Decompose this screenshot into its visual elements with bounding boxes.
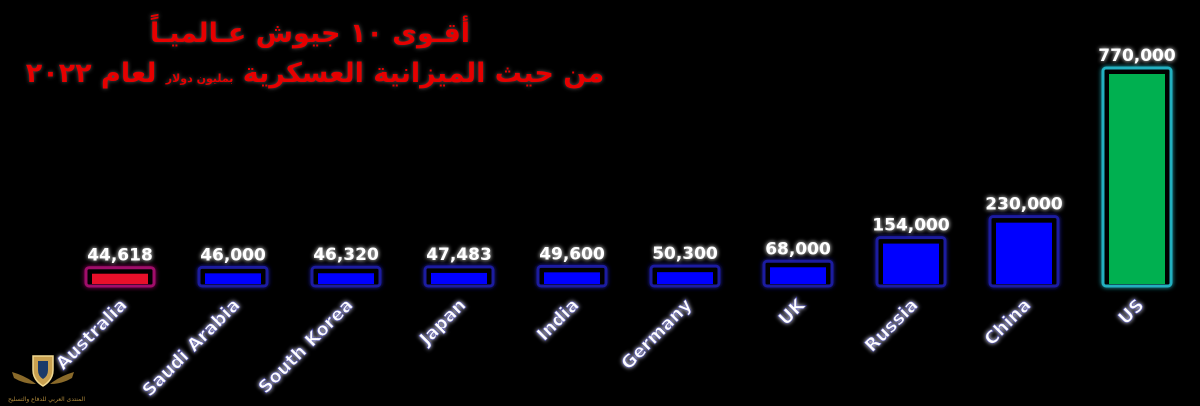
bar-india (544, 272, 600, 284)
logo-caption: المنتدى العربي للدفاع والتسليح (8, 396, 85, 403)
value-label-us: 770,000 (1098, 46, 1176, 66)
shield-wings-logo (12, 355, 74, 387)
category-labels-group: Australia Saudi Arabia South Korea Japan Ind… (52, 294, 1149, 402)
chart-unit: بمليون دولار (165, 72, 234, 85)
value-label-china: 230,000 (985, 195, 1063, 215)
bar-germany (657, 272, 713, 284)
value-label-australia: 44,618 (87, 246, 153, 266)
category-label-japan: Japan (414, 295, 470, 351)
value-label-india: 49,600 (539, 244, 605, 264)
bar-russia (883, 243, 939, 284)
category-label-germany: Germany (617, 294, 697, 374)
bar-us (1109, 74, 1165, 284)
chart-subtitle: من حيث الميزانية العسكرية (242, 58, 605, 89)
category-label-china: China (980, 295, 1035, 350)
category-label-russia: Russia (861, 295, 923, 357)
category-label-south-korea: South Korea (254, 295, 357, 398)
bar-saudi-arabia (205, 273, 261, 284)
value-label-saudi-arabia: 46,000 (200, 245, 266, 265)
bar-australia (92, 273, 148, 284)
chart-title: أقـوى ١٠ جيوش عـالميـاً (149, 18, 471, 49)
value-label-south-korea: 46,320 (313, 245, 379, 265)
category-label-us: US (1114, 295, 1148, 329)
value-label-germany: 50,300 (652, 244, 718, 264)
value-labels-group: 44,618 46,000 46,320 47,483 49,600 50,300 68,0… (87, 46, 1176, 266)
value-label-russia: 154,000 (872, 216, 950, 236)
category-label-india: India (533, 295, 584, 346)
bar-uk (770, 267, 826, 284)
bar-china (996, 222, 1052, 284)
bar-japan (431, 272, 487, 284)
bar-south-korea (318, 273, 374, 284)
category-label-saudi-arabia: Saudi Arabia (138, 295, 244, 401)
chart-subtitle-line: من حيث الميزانية العسكرية بمليون دولار ل… (20, 58, 610, 89)
value-label-uk: 68,000 (765, 239, 831, 259)
chart-year: لعام ٢٠٢٢ (25, 58, 157, 89)
category-label-uk: UK (774, 294, 810, 330)
value-label-japan: 47,483 (426, 245, 492, 265)
